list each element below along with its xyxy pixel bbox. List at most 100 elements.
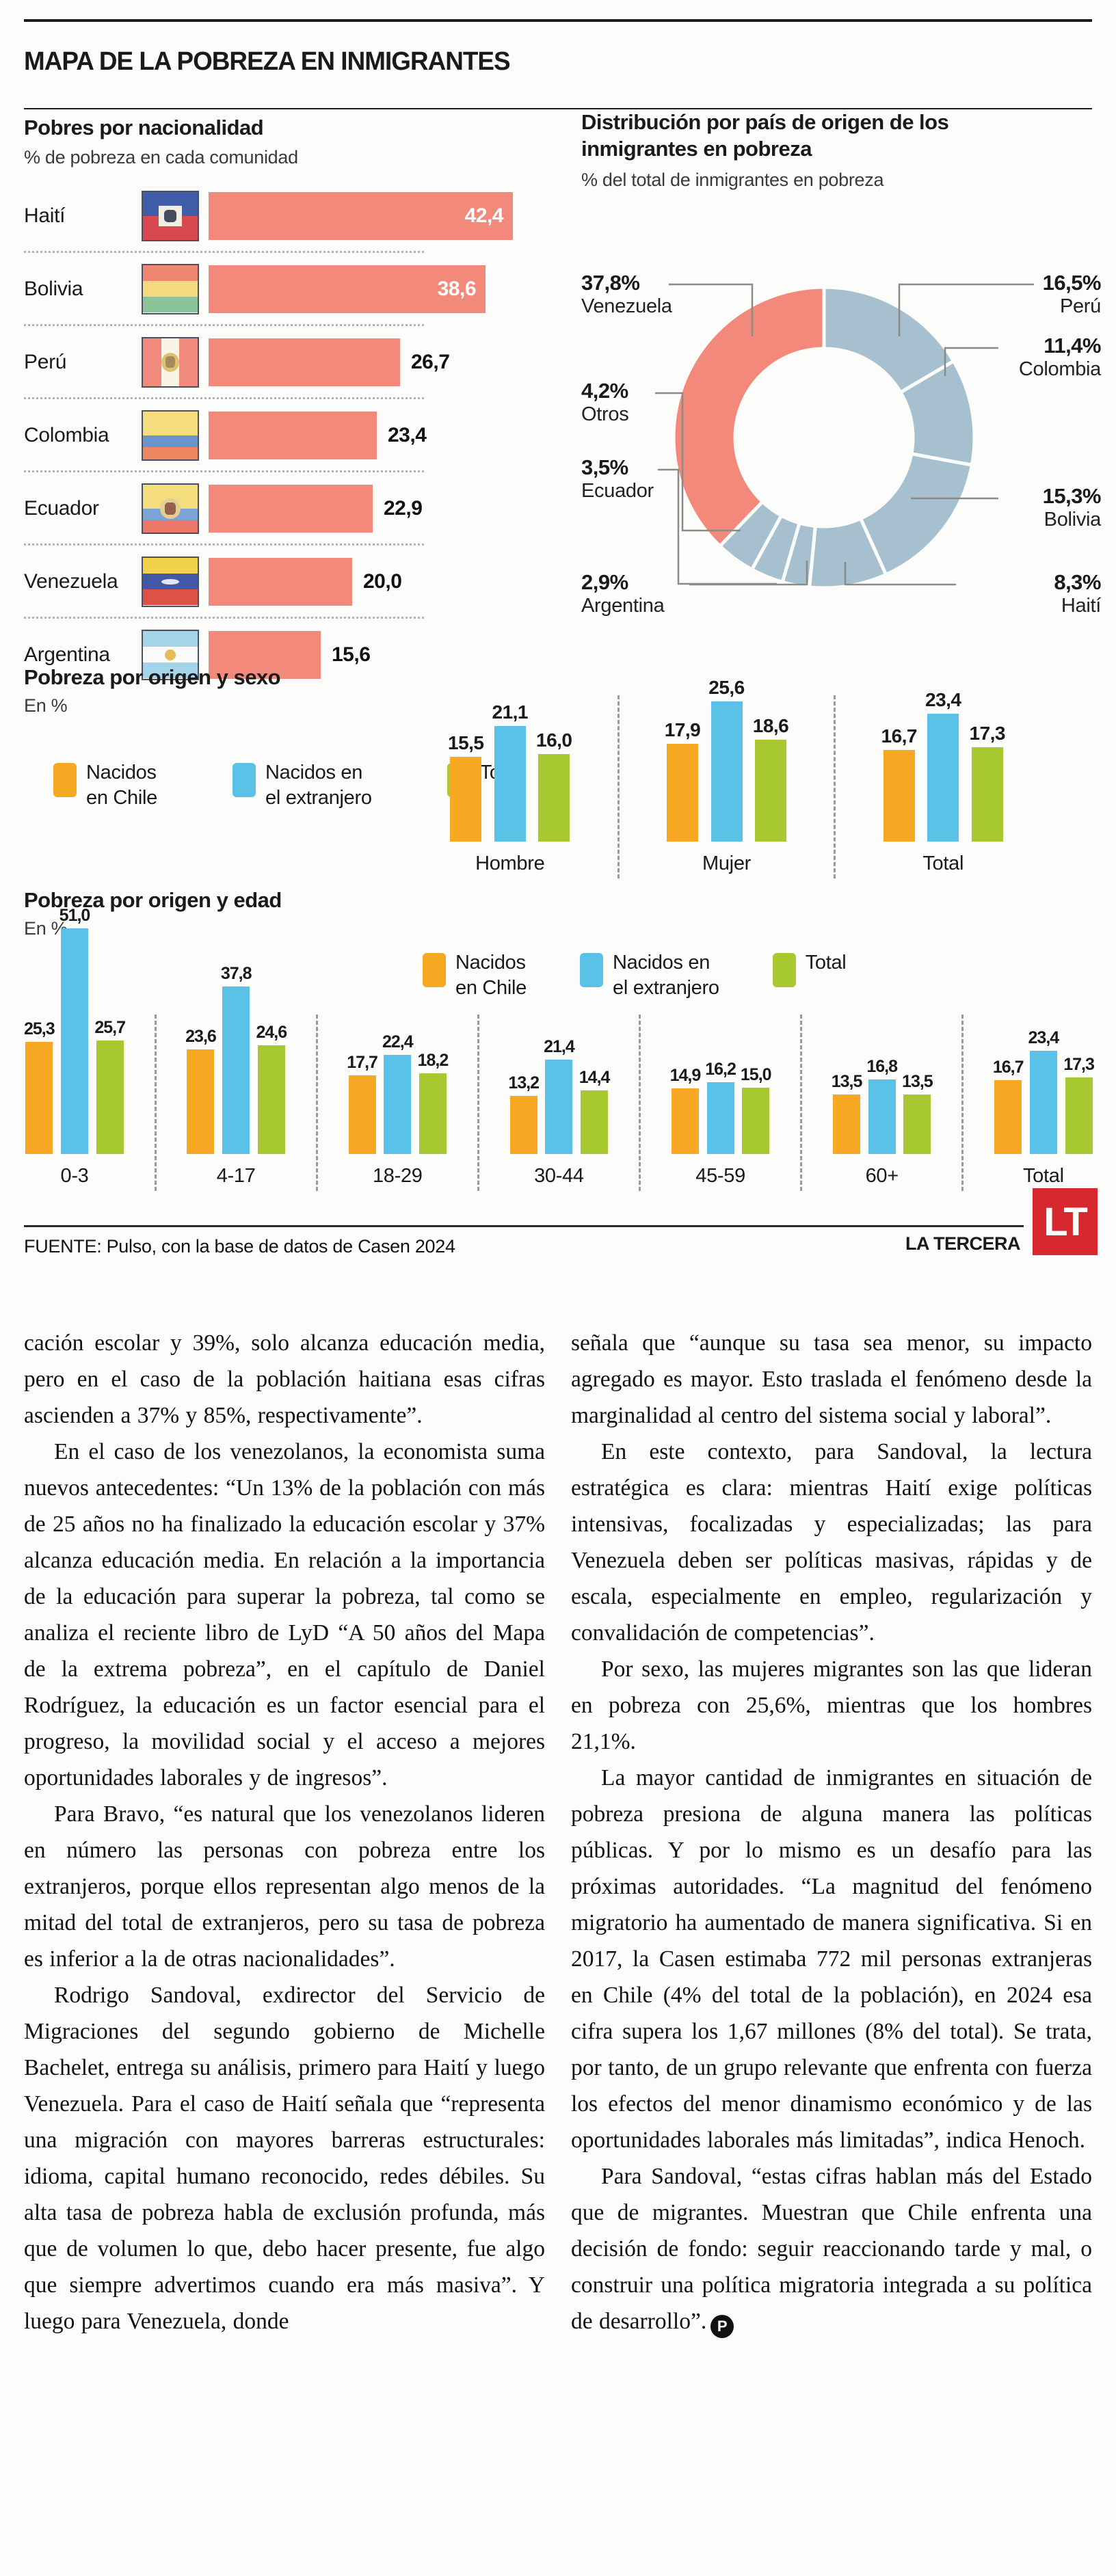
bar [667, 744, 698, 842]
age-chart-unit: En % [24, 917, 68, 939]
legend-label: Nacidos en Chile [86, 762, 157, 809]
legend-swatch [232, 763, 256, 797]
bar-value: 16,2 [705, 1060, 736, 1079]
group-separator [477, 1015, 479, 1191]
article-paragraph: Para Bravo, “es natural que los venezola… [24, 1801, 545, 1972]
bar-value: 16,7 [881, 725, 918, 747]
donut-slice-Venezuela [672, 285, 826, 548]
group-separator [800, 1015, 803, 1191]
group-label: 0-3 [60, 1165, 89, 1187]
venezuela-flag-icon [142, 556, 199, 607]
nationality-bar-chart: Haití 42,4 Bolivia 38,6 Perú 26,7 Colombia 23,4… [24, 179, 1092, 691]
nationality-row: Ecuador 22,9 [24, 472, 1092, 546]
la-tercera-logo: LT [1033, 1188, 1098, 1255]
flag-emblem [161, 352, 179, 372]
poverty-bar [209, 557, 352, 606]
donut-title-line2: inmigrantes en pobreza [581, 136, 812, 161]
country-label: Bolivia [24, 277, 83, 300]
bar-value: 17,9 [664, 719, 701, 740]
bar-value: 21,4 [544, 1037, 575, 1056]
article-paragraph: cación escolar y 39%, solo alcanza educa… [24, 1330, 545, 1428]
nationality-row: Haití 42,4 [24, 179, 1092, 253]
article-paragraph: En este contexto, para Sandoval, la lect… [571, 1439, 1092, 1646]
bar [450, 757, 482, 842]
legend-swatch [423, 953, 446, 987]
peru-flag-icon [142, 336, 199, 388]
bolivia-flag-icon [142, 263, 199, 314]
poverty-bar [209, 411, 377, 459]
poverty-bar [209, 630, 321, 679]
bar [509, 1096, 537, 1154]
article-paragraph: Rodrigo Sandoval, exdirector del Servici… [24, 1983, 545, 2334]
bar-value: 23,4 [388, 423, 427, 446]
country-label: Venezuela [24, 569, 118, 593]
nationality-chart-title: Pobres por nacionalidad [24, 116, 264, 139]
poverty-bar [209, 484, 373, 533]
bar-value: 42,4 [464, 204, 504, 227]
legend-swatch [53, 763, 77, 797]
bar [742, 1088, 770, 1154]
bar [25, 1042, 53, 1154]
poverty-bar: 38,6 [209, 265, 486, 313]
flag-emblem [159, 205, 182, 226]
bar-value: 14,4 [579, 1068, 611, 1087]
group-label: 18-29 [372, 1165, 423, 1187]
bar [971, 747, 1003, 842]
bar-value: 16,7 [992, 1058, 1024, 1077]
bar [903, 1095, 931, 1154]
bar-group: 17,7 22,4 18,2 18-29 [347, 1032, 449, 1191]
nationality-chart-subtitle: % de pobreza en cada comunidad [24, 146, 298, 167]
legend-swatch [580, 953, 603, 987]
source-note: FUENTE: Pulso, con la base de datos de C… [24, 1236, 455, 1257]
group-label: 45-59 [695, 1165, 745, 1187]
country-label: Perú [24, 350, 67, 373]
group-label: 4-17 [216, 1165, 256, 1187]
nationality-row: Venezuela 20,0 [24, 545, 1092, 619]
bar [1065, 1077, 1093, 1154]
sex-grouped-bar-chart: 15,5 21,1 16,0 Hombre 17,9 25,6 18,6 Mujer 16,7 2… [448, 673, 1005, 878]
bar [710, 701, 743, 842]
legend-item: Nacidos en el extranjero [580, 950, 719, 1001]
bar [187, 1049, 215, 1154]
nationality-chart-header: Pobres por nacionalidad % de pobreza en … [24, 115, 503, 168]
country-label: Argentina [24, 643, 110, 666]
callout-peru: 16,5% Perú [1042, 271, 1102, 317]
sex-chart-title: Pobreza por origen y sexo [24, 665, 281, 689]
country-label: Haití [24, 204, 66, 227]
argentina-flag-icon [142, 629, 199, 680]
group-separator [154, 1015, 157, 1191]
bar [96, 1041, 124, 1154]
bar-value: 23,6 [185, 1027, 217, 1046]
bar-value: 13,5 [831, 1072, 863, 1091]
bar-group: 16,7 23,4 17,3 Total [992, 1028, 1095, 1191]
bar [348, 1075, 376, 1154]
bar-value: 16,8 [866, 1057, 898, 1076]
country-label: Colombia [24, 423, 109, 446]
donut-title-line1: Distribución por país de origen de los [581, 110, 949, 134]
bar-value: 21,1 [492, 701, 529, 723]
haiti-flag-icon [142, 190, 199, 241]
bar-value: 18,2 [417, 1051, 449, 1070]
top-rule [24, 19, 1092, 22]
bar-value: 23,4 [925, 689, 961, 710]
bar [833, 1095, 861, 1154]
flag-emblem [165, 649, 176, 660]
age-grouped-bar-chart: 25,3 51,0 25,7 0-3 23,6 37,8 24,6 4-17 17,7 22,4 1… [24, 906, 1095, 1191]
bar [418, 1073, 447, 1154]
group-label: Total [922, 853, 964, 874]
article-paragraph: En el caso de los venezolanos, la econom… [24, 1439, 545, 1790]
bar-group: 13,5 16,8 13,5 60+ [832, 1057, 933, 1191]
donut-chart-header: Distribución por país de origen de los i… [581, 109, 1101, 191]
bar [61, 928, 88, 1154]
bar-value: 37,8 [220, 964, 252, 983]
flag-emblem [160, 498, 181, 519]
bar-value: 25,7 [94, 1018, 126, 1037]
bar [927, 714, 959, 842]
article-paragraph: Para Sandoval, “estas cifras hablan más … [571, 2158, 1092, 2339]
bar [883, 750, 915, 842]
group-label: 60+ [865, 1165, 899, 1187]
bar [671, 1088, 699, 1154]
bar [581, 1090, 609, 1154]
bar-value: 13,5 [902, 1072, 933, 1091]
nationality-row: Perú 26,7 [24, 325, 1092, 399]
